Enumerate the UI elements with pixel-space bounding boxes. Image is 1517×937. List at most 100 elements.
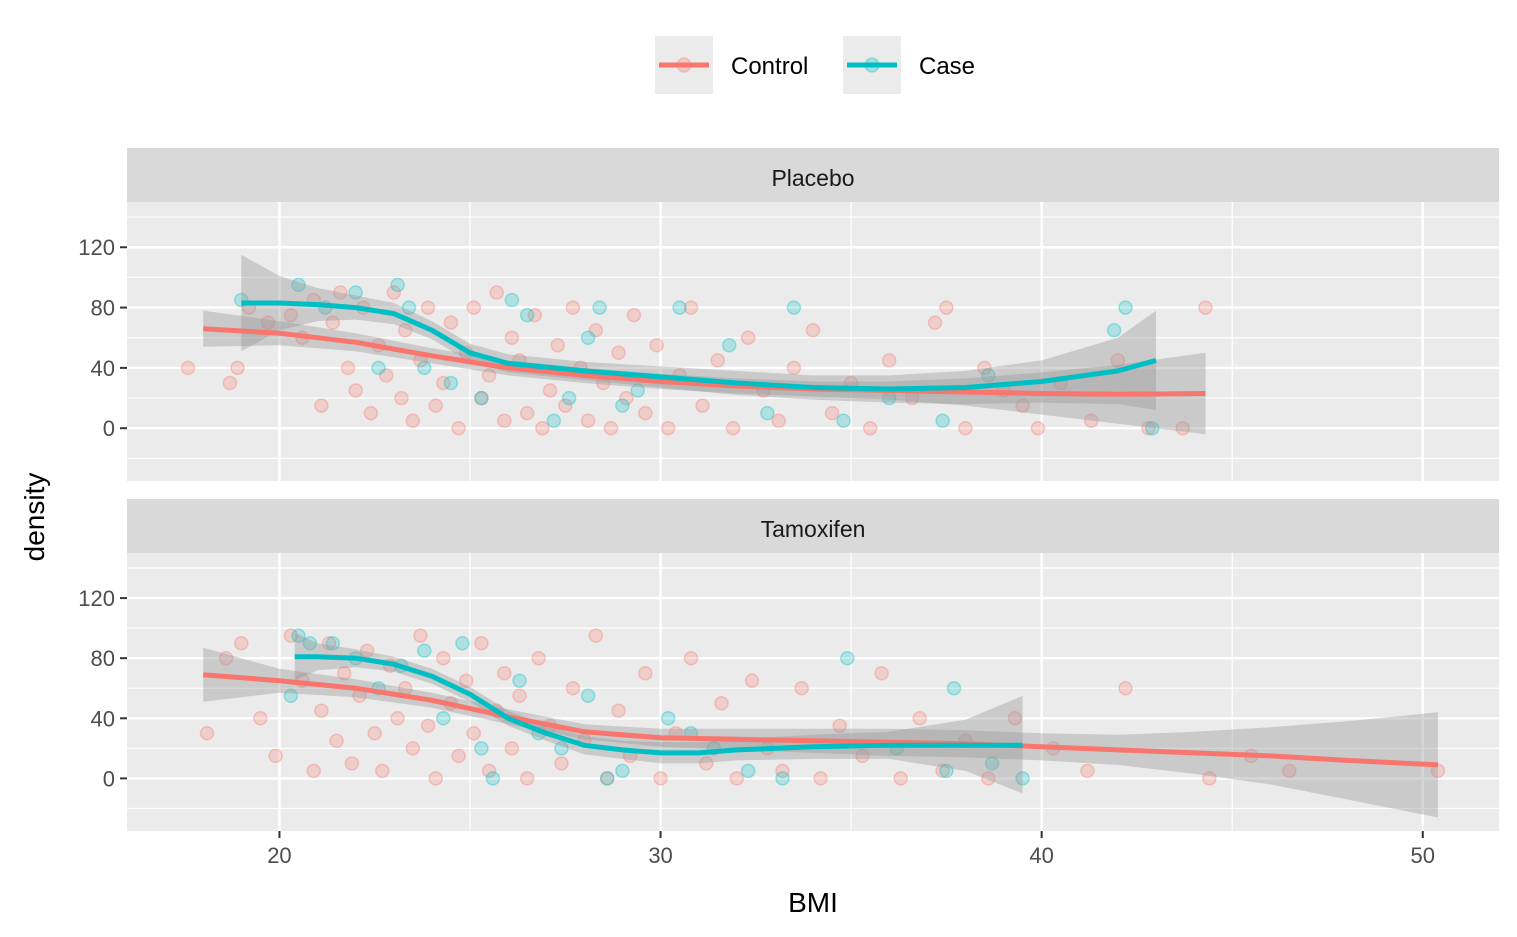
data-point: [291, 628, 306, 643]
data-point: [1198, 300, 1213, 315]
data-point: [199, 726, 215, 741]
data-point: [1083, 413, 1099, 428]
data-point: [977, 360, 992, 376]
strip-label-placebo: Placebo: [771, 165, 854, 191]
data-point: [527, 307, 543, 323]
data-point: [1080, 763, 1095, 779]
data-point: [363, 405, 379, 421]
data-point: [725, 420, 741, 436]
data-point: [981, 771, 996, 786]
data-point: [325, 635, 341, 651]
data-point: [660, 420, 676, 436]
data-point: [1007, 711, 1023, 726]
legend-label-case: Case: [919, 53, 975, 80]
data-point: [378, 368, 394, 383]
data-point: [519, 771, 535, 786]
data-point: [840, 650, 855, 666]
data-layer-tamoxifen: [199, 628, 1446, 818]
data-point: [1141, 420, 1156, 436]
data-point: [611, 345, 626, 361]
data-point: [348, 285, 363, 300]
data-point: [443, 315, 459, 330]
data-point: [497, 413, 512, 428]
legend-label-control: Control: [731, 53, 808, 80]
data-point: [504, 292, 520, 308]
data-point: [558, 398, 573, 413]
x-tick-label: 50: [1411, 843, 1435, 868]
data-point: [832, 718, 847, 734]
data-point: [268, 748, 283, 764]
strip-label-tamoxifen: Tamoxifen: [761, 516, 866, 542]
data-point: [1106, 322, 1122, 338]
strip-placebo: [127, 148, 1499, 202]
data-point: [417, 360, 432, 376]
data-point: [489, 285, 504, 300]
data-point: [588, 628, 604, 643]
data-point: [291, 277, 306, 293]
data-point: [428, 771, 443, 786]
data-point: [912, 711, 927, 726]
data-point: [451, 748, 466, 764]
data-point: [771, 413, 786, 428]
data-point: [939, 300, 954, 315]
x-tick-label: 20: [267, 843, 291, 868]
data-point: [474, 390, 489, 406]
data-point: [405, 741, 421, 756]
data-point: [260, 315, 276, 330]
confidence-band-case: [294, 632, 1023, 794]
data-point: [626, 307, 642, 323]
data-point: [714, 696, 729, 711]
data-point: [405, 413, 421, 428]
data-point: [436, 650, 451, 666]
data-point: [554, 756, 569, 771]
data-point: [390, 711, 405, 726]
data-point: [1144, 420, 1160, 436]
data-point: [649, 338, 664, 353]
data-point: [580, 330, 596, 345]
y-tick-label: 40: [91, 706, 115, 731]
data-point: [359, 643, 375, 658]
data-point: [1175, 420, 1190, 436]
data-point: [394, 390, 409, 406]
data-point: [428, 398, 443, 413]
data-point: [455, 635, 470, 651]
data-point: [340, 360, 356, 376]
data-point: [565, 300, 581, 315]
data-point: [683, 650, 699, 666]
data-point: [180, 360, 196, 376]
data-point: [946, 680, 962, 696]
data-point: [683, 300, 699, 315]
strip-tamoxifen: [127, 499, 1499, 553]
data-point: [386, 285, 402, 300]
data-point: [935, 763, 950, 779]
data-point: [740, 763, 756, 779]
data-point: [695, 398, 710, 413]
smooth-line-case: [241, 300, 1157, 392]
x-axis: 20 30 40 50: [267, 831, 1435, 868]
data-point: [314, 703, 329, 719]
data-point: [367, 726, 382, 741]
data-point: [401, 300, 417, 315]
data-point: [234, 635, 249, 651]
data-point: [306, 763, 321, 779]
data-point: [599, 771, 615, 786]
smooth-line-control: [203, 672, 1439, 768]
data-point: [413, 628, 428, 643]
data-point: [458, 673, 474, 688]
gridlines-tamoxifen: [127, 553, 1499, 831]
data-point: [336, 665, 352, 681]
data-point: [927, 315, 943, 330]
data-point: [283, 688, 299, 704]
data-point: [474, 390, 489, 406]
data-point: [721, 338, 737, 353]
data-point: [218, 650, 234, 666]
y-tick-label: 40: [91, 356, 115, 381]
confidence-band-control: [203, 647, 1439, 818]
y-tick-label: 80: [91, 296, 115, 321]
data-point: [603, 420, 619, 436]
data-point: [390, 277, 405, 293]
data-point: [862, 420, 878, 436]
data-point: [794, 680, 809, 696]
data-point: [283, 628, 299, 643]
data-point: [672, 300, 687, 315]
